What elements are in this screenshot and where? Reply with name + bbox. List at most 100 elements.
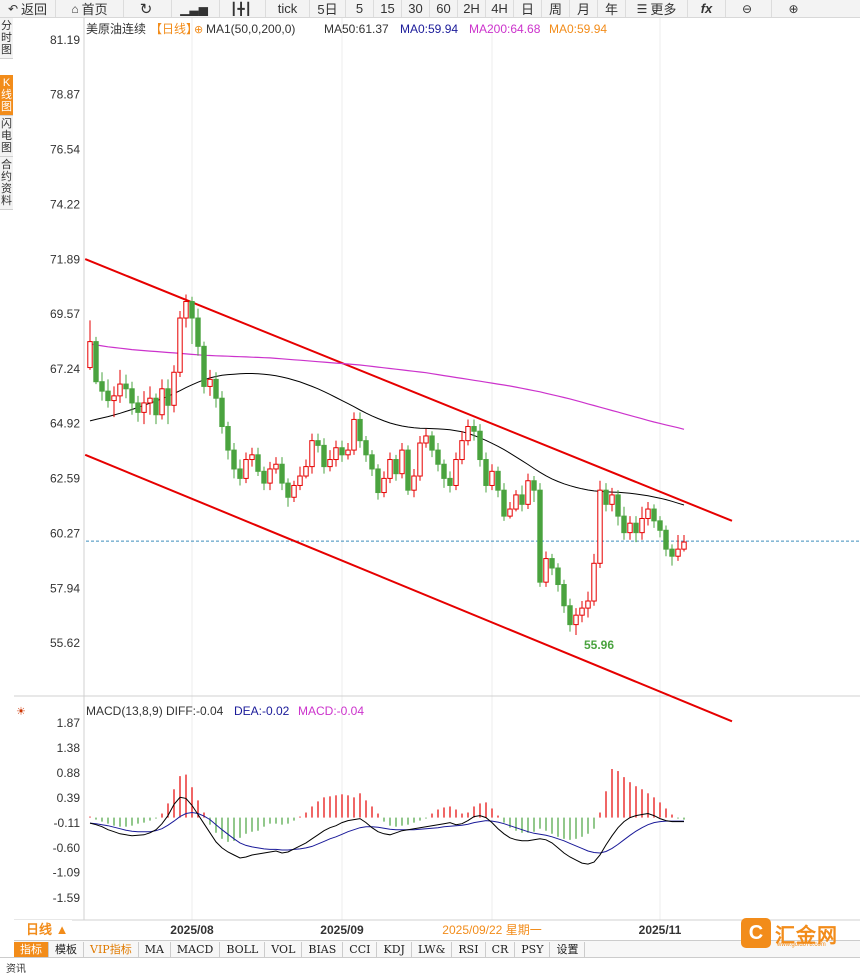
tab-spacer: [0, 59, 13, 75]
candlestick-button[interactable]: ┃╋┃: [220, 0, 266, 17]
candle: [117, 369, 123, 403]
candle: [231, 443, 237, 479]
candle: [381, 471, 387, 498]
candle-body: [477, 430, 483, 461]
bar-chart-button[interactable]: ▁▃▅: [172, 0, 220, 17]
more-button[interactable]: ☰ 更多: [626, 0, 688, 17]
macd-settings-icon[interactable]: ☀: [16, 706, 26, 718]
left-tab-bar: 分时图 K线图 闪电图 合约资料: [0, 18, 14, 210]
candle-body: [465, 426, 471, 442]
tab-cci[interactable]: CCI: [343, 941, 378, 958]
back-button[interactable]: ↶ 返回: [0, 0, 56, 17]
tab-ma[interactable]: MA: [139, 941, 171, 958]
tab-rsi[interactable]: RSI: [452, 941, 486, 958]
channel-lower-line: [84, 453, 733, 723]
candle-body: [561, 584, 567, 607]
candle: [327, 450, 333, 472]
tab-cr[interactable]: CR: [486, 941, 516, 958]
kline-chart[interactable]: 81.19 78.87 76.54 74.22 71.89 69.57 67.24 64.92…: [14, 18, 860, 938]
candle: [387, 452, 393, 484]
period-5d[interactable]: 5日: [310, 0, 346, 17]
candle-body: [639, 517, 645, 534]
home-button[interactable]: ⌂ 首页: [56, 0, 124, 17]
candle-body: [255, 454, 261, 472]
settings-icon[interactable]: ⊕: [194, 24, 203, 36]
tab-bias[interactable]: BIAS: [302, 941, 344, 958]
candle: [213, 372, 219, 408]
candle: [369, 450, 375, 477]
tab-kline[interactable]: K线图: [0, 75, 13, 116]
candle-body: [423, 435, 429, 444]
tab-psy[interactable]: PSY: [515, 941, 551, 958]
period-month[interactable]: 月: [570, 0, 598, 17]
candle: [579, 601, 585, 623]
candle: [333, 440, 339, 467]
tab-indicators[interactable]: 指标: [14, 941, 49, 958]
period-week[interactable]: 周: [542, 0, 570, 17]
zoom-in-button[interactable]: ⊕: [772, 0, 818, 17]
formula-button[interactable]: fx: [688, 0, 726, 17]
candle: [621, 506, 627, 540]
candle: [501, 483, 507, 521]
candle-body: [207, 378, 213, 387]
candle-body: [573, 614, 579, 626]
refresh-button[interactable]: ↻: [124, 0, 172, 18]
candle-body: [531, 480, 537, 491]
period-2h[interactable]: 2H: [458, 0, 486, 17]
zoom-out-button[interactable]: ⊖: [726, 0, 772, 17]
candle-body: [171, 371, 177, 406]
candle-body: [123, 383, 129, 390]
candle: [111, 386, 117, 418]
price-tick-label: 71.89: [50, 252, 80, 266]
tab-vip-indicators[interactable]: VIP指标: [84, 941, 139, 958]
price-legend: 美原油连续 【日线】 ⊕ MA1(50,0,200,0) MA50:61.37 …: [86, 21, 607, 36]
price-tick-label: 76.54: [50, 143, 80, 157]
candle: [177, 310, 183, 377]
tab-kdj[interactable]: KDJ: [377, 941, 412, 958]
candle-body: [471, 426, 477, 432]
tab-flash[interactable]: 闪电图: [0, 116, 13, 157]
footer-news-tab[interactable]: 资讯: [6, 964, 26, 975]
candle: [285, 478, 291, 507]
macd-tick-label: -0.60: [53, 841, 81, 855]
candle: [363, 435, 369, 462]
candle-body: [315, 440, 321, 446]
candle: [573, 608, 579, 635]
ma200-line: [89, 343, 685, 430]
candle-body: [267, 468, 273, 484]
candle: [489, 464, 495, 491]
candle-body: [249, 454, 255, 461]
tab-vol[interactable]: VOL: [265, 941, 303, 958]
candle-body: [627, 522, 633, 534]
tab-templates[interactable]: 模板: [49, 941, 84, 958]
candle: [159, 379, 165, 420]
tab-macd[interactable]: MACD: [171, 941, 221, 958]
period-indicator[interactable]: 日线 ▲: [26, 922, 68, 937]
tab-lw[interactable]: LW&: [412, 941, 453, 958]
tab-contract-info[interactable]: 合约资料: [0, 157, 13, 210]
tab-intraday[interactable]: 分时图: [0, 18, 13, 59]
period-15[interactable]: 15: [374, 0, 402, 17]
period-60[interactable]: 60: [430, 0, 458, 17]
candle-body: [105, 390, 111, 402]
tab-boll[interactable]: BOLL: [220, 941, 266, 958]
time-tick-label: 2025/09: [320, 923, 364, 937]
period-5[interactable]: 5: [346, 0, 374, 17]
candle-body: [375, 468, 381, 494]
tab-settings[interactable]: 设置: [550, 941, 586, 958]
candle: [291, 480, 297, 502]
candle: [147, 386, 153, 415]
tick-button[interactable]: tick: [266, 0, 310, 17]
candle-body: [357, 418, 363, 442]
candle: [537, 483, 543, 587]
period-30[interactable]: 30: [402, 0, 430, 17]
period-4h[interactable]: 4H: [486, 0, 514, 17]
period-day[interactable]: 日: [514, 0, 542, 17]
candle-body: [381, 477, 387, 494]
candle: [531, 476, 537, 502]
candle: [183, 294, 189, 328]
period-label: 30: [408, 1, 423, 16]
candle-body: [447, 477, 453, 486]
period-year[interactable]: 年: [598, 0, 626, 17]
candle-body: [135, 402, 141, 413]
